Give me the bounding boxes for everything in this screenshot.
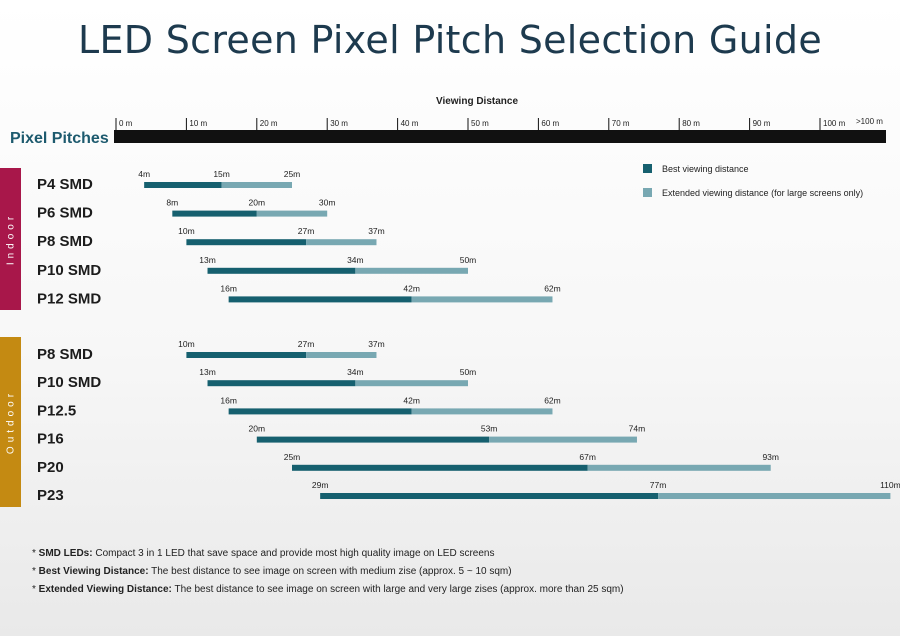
bar-extended xyxy=(355,267,468,274)
row-label: P20 xyxy=(37,459,64,476)
axis-band xyxy=(114,130,886,143)
data-label: 4m xyxy=(138,169,150,179)
bar-extended xyxy=(355,380,468,387)
data-label: 62m xyxy=(544,395,561,405)
axis-tick-label: 80 m xyxy=(682,119,700,128)
data-label: 29m xyxy=(312,480,329,490)
data-label: 77m xyxy=(650,480,667,490)
data-label: 50m xyxy=(460,367,477,377)
bar-best xyxy=(207,380,356,387)
data-label: 25m xyxy=(284,169,301,179)
data-label: 15m xyxy=(213,169,230,179)
data-label: 53m xyxy=(481,424,498,434)
data-label: 34m xyxy=(347,255,364,265)
group-band-indoor xyxy=(0,168,21,310)
data-label: 67m xyxy=(579,452,596,462)
row-label: P8 SMD xyxy=(37,346,93,363)
bar-extended xyxy=(256,210,328,217)
chart-title: LED Screen Pixel Pitch Selection Guide xyxy=(78,18,822,62)
row-label: P10 SMD xyxy=(37,374,101,391)
axis-tick-label: 60 m xyxy=(541,119,559,128)
legend-label-best: Best viewing distance xyxy=(662,164,749,174)
row-label: P23 xyxy=(37,487,64,504)
axis-tick-label: 30 m xyxy=(330,119,348,128)
bar-extended xyxy=(221,182,292,188)
y-axis-label: Pixel Pitches xyxy=(10,130,109,147)
row-label: P16 xyxy=(37,431,64,448)
data-label: 10m xyxy=(178,339,195,349)
data-label: 37m xyxy=(368,339,385,349)
data-label: 37m xyxy=(368,226,385,236)
row-label: P12.5 xyxy=(37,402,76,419)
data-label: 8m xyxy=(166,198,178,208)
footnote-extended-distance: * Extended Viewing Distance: The best di… xyxy=(32,584,624,595)
axis-tick-label: 50 m xyxy=(471,119,489,128)
data-label: 50m xyxy=(460,255,477,265)
row-label: P12 SMD xyxy=(37,290,101,307)
row-label: P4 SMD xyxy=(37,176,93,193)
bar-best xyxy=(186,239,307,246)
axis-tick-label: 20 m xyxy=(260,119,278,128)
data-label: 27m xyxy=(298,226,315,236)
bar-extended xyxy=(658,493,891,499)
row-label: P8 SMD xyxy=(37,233,93,250)
data-label: 13m xyxy=(199,255,216,265)
bar-extended xyxy=(489,436,637,443)
axis-tick-label: 100 m xyxy=(823,119,846,128)
bar-best xyxy=(144,182,222,188)
data-label: 34m xyxy=(347,367,364,377)
bar-extended xyxy=(411,296,553,303)
footnotes: * SMD LEDs: Compact 3 in 1 LED that save… xyxy=(32,545,624,599)
bar-best xyxy=(228,296,412,303)
x-axis-label: Viewing Distance xyxy=(436,96,519,107)
data-label: 42m xyxy=(403,395,420,405)
axis-tick-label: 70 m xyxy=(612,119,630,128)
data-label: 20m xyxy=(249,424,266,434)
legend-label-extended: Extended viewing distance (for large scr… xyxy=(662,188,863,198)
axis-tick-label: 0 m xyxy=(119,119,133,128)
bar-extended xyxy=(411,408,553,415)
data-label: 42m xyxy=(403,283,420,293)
bar-extended xyxy=(306,352,377,358)
axis-tick-label: >100 m xyxy=(856,117,883,126)
bar-best xyxy=(207,267,356,274)
data-label: 110m xyxy=(880,480,900,490)
bar-best xyxy=(320,493,659,499)
bar-best xyxy=(172,210,257,217)
data-label: 93m xyxy=(762,452,779,462)
bar-extended xyxy=(587,464,771,471)
row-label: P6 SMD xyxy=(37,205,93,222)
axis-tick-label: 10 m xyxy=(189,119,207,128)
pixel-pitch-chart: Viewing Distance Pixel Pitches 0 m 10 m 20 m… xyxy=(0,96,900,507)
group-band-outdoor xyxy=(0,337,21,507)
bar-best xyxy=(256,436,490,443)
data-label: 20m xyxy=(249,198,266,208)
bar-extended xyxy=(306,239,377,246)
data-label: 74m xyxy=(629,424,646,434)
data-label: 16m xyxy=(220,395,237,405)
data-label: 27m xyxy=(298,339,315,349)
legend-swatch-extended xyxy=(643,188,652,197)
data-label: 30m xyxy=(319,198,336,208)
footnote-best-distance: * Best Viewing Distance: The best distan… xyxy=(32,566,512,577)
axis-tick-label: 90 m xyxy=(753,119,771,128)
footnote-smd: * SMD LEDs: Compact 3 in 1 LED that save… xyxy=(32,548,495,559)
data-label: 16m xyxy=(220,283,237,293)
bar-best xyxy=(186,352,307,358)
axis-tick-label: 40 m xyxy=(401,119,419,128)
group-label-outdoor: Outdoor xyxy=(6,390,17,454)
row-label: P10 SMD xyxy=(37,262,101,279)
data-label: 13m xyxy=(199,367,216,377)
bar-best xyxy=(292,464,588,471)
data-label: 62m xyxy=(544,283,561,293)
bar-best xyxy=(228,408,412,415)
data-label: 10m xyxy=(178,226,195,236)
group-label-indoor: Indoor xyxy=(6,213,17,265)
legend-swatch-best xyxy=(643,164,652,173)
data-label: 25m xyxy=(284,452,301,462)
